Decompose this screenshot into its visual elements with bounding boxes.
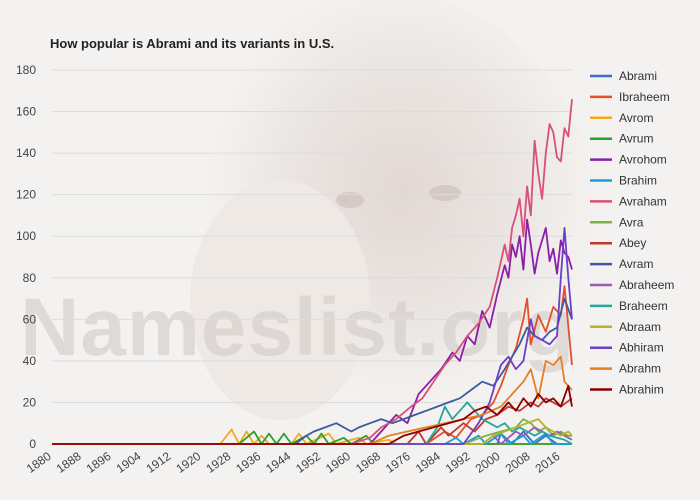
legend-item-brahim[interactable]: Brahim (590, 174, 657, 188)
legend-label: Abraheem (619, 278, 674, 292)
legend-label: Abey (619, 236, 646, 250)
chart-title: How popular is Abrami and its variants i… (50, 36, 334, 51)
series-line-abraam (52, 418, 573, 445)
legend-item-avrohom[interactable]: Avrohom (590, 153, 667, 167)
legend-label: Braheem (619, 299, 668, 313)
series-line-avraham (52, 99, 573, 445)
x-tick-label: 1936 (233, 449, 263, 476)
legend-item-avra[interactable]: Avra (590, 215, 644, 229)
series-line-avram (52, 297, 573, 445)
legend-item-abraam[interactable]: Abraam (590, 320, 661, 334)
x-tick-label: 1896 (84, 449, 114, 476)
x-tick-label: 1920 (173, 449, 203, 476)
series-line-abrahm (52, 355, 573, 445)
legend-item-abraheem[interactable]: Abraheem (590, 278, 674, 292)
series-line-abey (52, 397, 573, 445)
x-tick-label: 1960 (323, 449, 353, 476)
series-lines (52, 99, 573, 445)
legend-item-abrahm[interactable]: Abrahm (590, 362, 661, 376)
y-tick-label: 0 (29, 437, 36, 451)
y-tick-label: 60 (23, 312, 37, 326)
legend-item-abey[interactable]: Abey (590, 236, 646, 250)
legend-item-avraham[interactable]: Avraham (590, 194, 667, 208)
watermark: Nameslist.org (20, 282, 575, 373)
legend-label: Avrum (619, 132, 653, 146)
legend-label: Abrahm (619, 362, 661, 376)
legend-item-avrom[interactable]: Avrom (590, 111, 653, 125)
legend-item-abhiram[interactable]: Abhiram (590, 341, 664, 355)
y-tick-label: 180 (16, 63, 36, 77)
x-tick-label: 2008 (503, 449, 533, 476)
x-tick-label: 1992 (443, 449, 473, 476)
x-tick-label: 1912 (144, 449, 174, 476)
y-axis-ticks: 0 20 40 60 80 100 120 140 160 180 (16, 63, 36, 451)
x-tick-label: 1928 (203, 449, 233, 476)
legend-label: Abrahim (619, 383, 664, 397)
y-tick-label: 160 (16, 105, 36, 119)
series-line-abhiram (52, 227, 573, 445)
legend-label: Avra (619, 215, 644, 229)
y-tick-label: 120 (16, 188, 36, 202)
x-tick-label: 1976 (383, 449, 413, 476)
series-line-avra (52, 418, 572, 445)
series-line-braheem (52, 401, 573, 445)
legend-item-abrami[interactable]: Abrami (590, 69, 657, 83)
series-line-avrohom (52, 218, 573, 445)
legend-item-avram[interactable]: Avram (590, 257, 653, 271)
legend-label: Avraham (619, 194, 667, 208)
x-tick-label: 1984 (413, 449, 443, 476)
legend-label: Abraam (619, 320, 661, 334)
legend-label: Abhiram (619, 341, 664, 355)
legend-item-ibraheem[interactable]: Ibraheem (590, 90, 670, 104)
legend-item-abrahim[interactable]: Abrahim (590, 383, 664, 397)
x-tick-label: 2000 (473, 449, 503, 476)
x-tick-label: 1880 (24, 449, 54, 476)
legend-label: Ibraheem (619, 90, 670, 104)
y-tick-label: 80 (23, 271, 37, 285)
legend-label: Avram (619, 257, 653, 271)
x-tick-label: 2016 (533, 449, 563, 476)
x-axis-ticks: 1880 1888 1896 1904 1912 1920 1928 1936 1944 1952… (24, 449, 563, 476)
legend-item-avrum[interactable]: Avrum (590, 132, 653, 146)
legend-label: Brahim (619, 174, 657, 188)
x-tick-label: 1888 (54, 449, 84, 476)
legend[interactable]: Abrami Ibraheem Avrom Avrum Avrohom Brahim Avr… (590, 69, 674, 397)
legend-label: Avrom (619, 111, 653, 125)
legend-item-braheem[interactable]: Braheem (590, 299, 668, 313)
series-line-abrahim (52, 384, 573, 445)
x-tick-label: 1944 (263, 449, 293, 476)
y-tick-label: 140 (16, 146, 36, 160)
y-tick-label: 40 (23, 354, 37, 368)
legend-label: Avrohom (619, 153, 667, 167)
x-tick-label: 1952 (293, 449, 323, 476)
y-tick-label: 20 (23, 395, 37, 409)
legend-label: Abrami (619, 69, 657, 83)
x-tick-label: 1904 (114, 449, 144, 476)
x-tick-label: 1968 (353, 449, 383, 476)
y-tick-label: 100 (16, 229, 36, 243)
